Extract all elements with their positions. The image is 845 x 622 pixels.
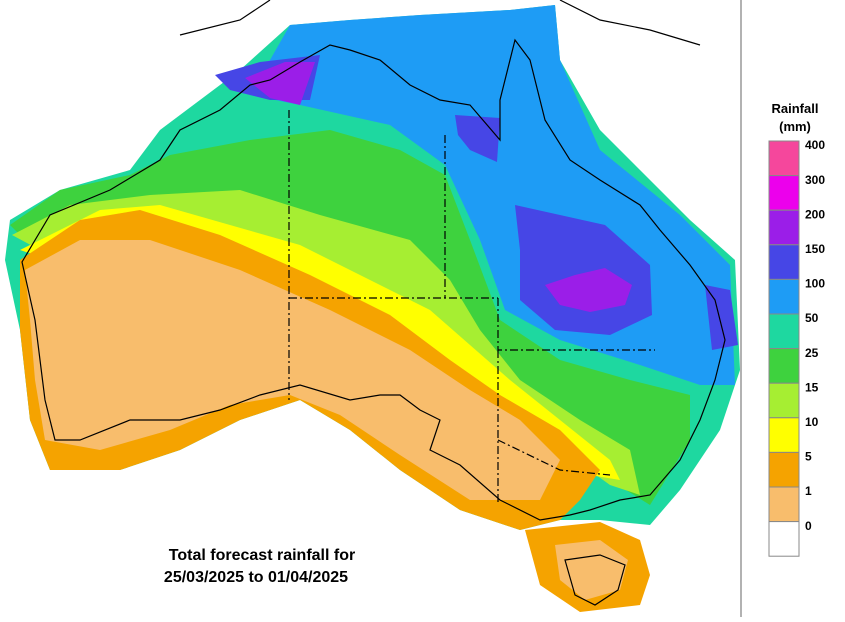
legend-swatch — [768, 209, 800, 246]
mainland-coast — [21, 38, 726, 521]
zone-200-kimberley — [245, 62, 315, 105]
legend-swatch — [768, 175, 800, 211]
zone-150-coast — [705, 285, 738, 350]
legend-title: Rainfall — [772, 101, 819, 116]
state-borders — [288, 110, 655, 505]
legend-swatch — [768, 140, 800, 177]
legend-swatch — [768, 278, 800, 315]
legend-label: 400 — [805, 138, 825, 152]
legend-label: 10 — [805, 415, 819, 429]
legend-swatch — [768, 451, 800, 488]
legend-label: 300 — [805, 173, 825, 187]
legend-swatch — [768, 417, 800, 453]
legend-swatch — [768, 382, 800, 419]
coastline — [21, 0, 726, 606]
tasmania-1 — [555, 540, 628, 600]
legend-label: 0 — [805, 519, 812, 533]
legend-label: 15 — [805, 380, 819, 394]
legend-swatch — [768, 486, 800, 523]
legend-unit: (mm) — [779, 119, 811, 134]
legend-label: 1 — [805, 484, 812, 498]
tasmania-coast — [564, 554, 626, 606]
zone-200 — [545, 268, 632, 312]
legend-swatch — [768, 313, 800, 350]
legend-label: 25 — [805, 346, 819, 360]
caption-line2: 25/03/2025 to 01/04/2025 — [164, 569, 348, 586]
legend-label: 200 — [805, 207, 825, 221]
north-islands — [179, 0, 701, 46]
legend-label: 5 — [805, 450, 812, 464]
zone-1 — [25, 240, 560, 500]
legend-swatch — [768, 348, 800, 384]
legend-label: 50 — [805, 311, 819, 325]
legend-swatch — [768, 244, 800, 280]
legend-label: 150 — [805, 242, 825, 256]
legend-label: 100 — [805, 277, 825, 291]
zone-15 — [12, 190, 640, 495]
legend-swatch — [768, 521, 800, 557]
caption-line1: Total forecast rainfall for — [169, 547, 355, 564]
nsw-vic-border — [497, 439, 611, 476]
map-fill — [5, 5, 740, 612]
